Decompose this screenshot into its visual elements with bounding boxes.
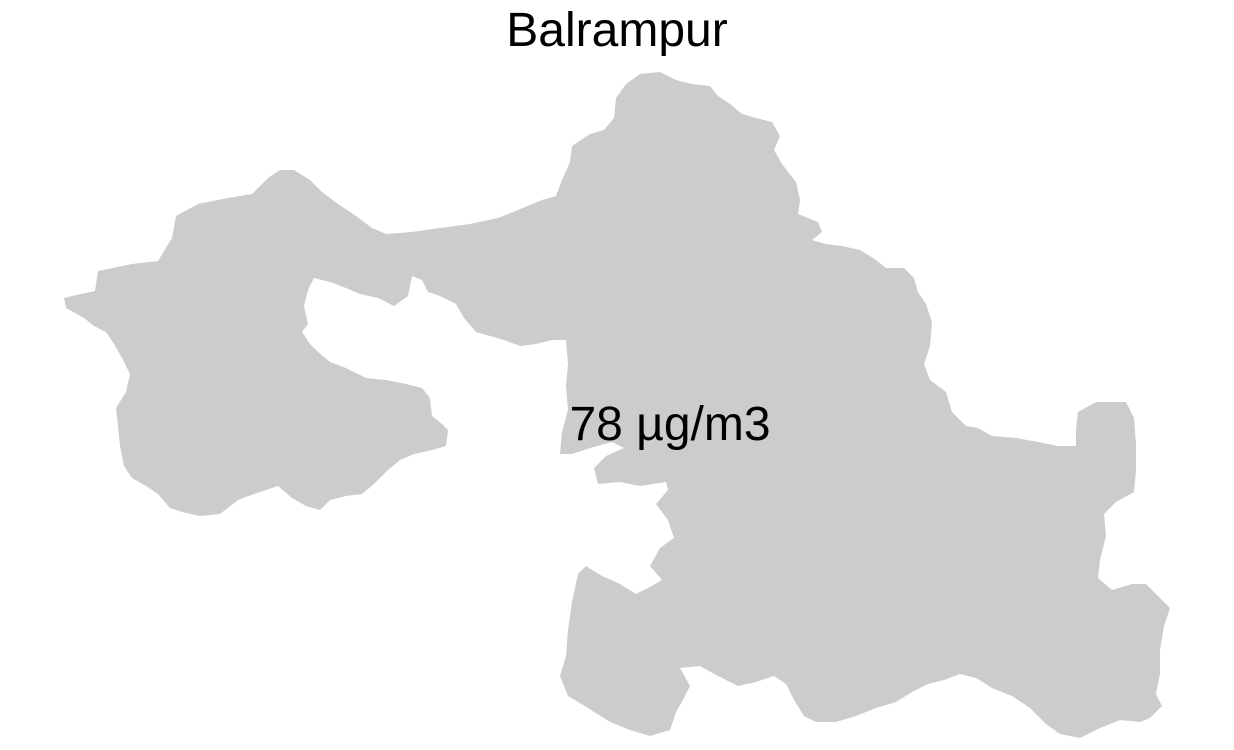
pollution-value-label: 78 µg/m3 (569, 398, 771, 451)
map-title: Balrampur (506, 4, 728, 57)
district-boundary (64, 72, 1170, 738)
